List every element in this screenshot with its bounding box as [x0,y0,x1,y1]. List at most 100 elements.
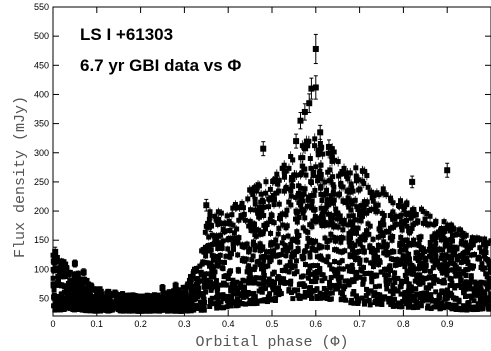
data-point [218,210,224,216]
data-point [387,225,393,231]
data-point [259,264,265,270]
data-point [285,233,291,239]
data-point [433,221,439,227]
data-point [440,247,446,253]
data-point [281,276,287,282]
data-point [243,293,249,299]
data-point [335,224,341,230]
data-point [244,269,250,275]
data-point [390,200,396,206]
data-point [338,183,344,189]
data-point [276,285,282,291]
data-point [279,268,285,274]
data-point [388,195,394,201]
data-point [290,183,296,189]
data-point [300,256,306,262]
data-point [376,283,382,289]
data-point [209,252,215,258]
data-point [315,178,321,184]
data-point [104,300,110,306]
data-point [190,304,196,310]
data-point [128,307,134,313]
data-point [368,189,374,195]
data-point [261,270,267,276]
data-point [415,257,421,263]
data-point [247,297,253,303]
data-point [272,298,278,304]
data-point [286,165,292,171]
data-point [354,269,360,275]
data-point [335,210,341,216]
data-point [330,182,336,188]
data-point [349,262,355,268]
data-point [313,164,319,170]
data-point [212,213,218,219]
data-point [214,294,220,300]
data-point [448,222,454,228]
data-point [220,292,226,298]
data-point [234,296,240,302]
data-point [312,270,318,276]
data-point [372,300,378,306]
data-point [247,218,253,224]
data-point [301,144,307,150]
data-point [329,146,335,152]
data-point [341,221,347,227]
data-point [267,216,273,222]
data-point [62,298,68,304]
data-point [438,255,444,261]
data-point [276,201,282,207]
data-point [248,227,254,233]
data-point [250,253,256,259]
data-point [380,296,386,302]
data-point [298,185,304,191]
data-point [324,259,330,265]
data-point [428,295,434,301]
data-point [71,285,77,291]
data-point [349,277,355,283]
data-point [251,301,257,307]
data-point [461,303,467,309]
data-point [418,206,424,212]
data-point [294,229,300,235]
data-point [294,269,300,275]
data-point [431,277,437,283]
data-point [50,283,56,289]
data-point [371,259,377,265]
data-point [65,298,71,304]
data-point [358,234,364,240]
data-point [336,281,342,287]
data-point [379,302,385,308]
data-point [335,248,341,254]
data-point [488,238,491,244]
data-point [397,284,403,290]
data-point [97,305,103,311]
data-point [433,254,439,260]
data-point [213,233,219,239]
data-point [460,250,466,256]
data-point [336,173,342,179]
data-point [353,173,359,179]
data-point [73,300,79,306]
data-point [61,267,67,273]
data-point [474,285,480,291]
data-point [286,199,292,205]
data-point [427,213,433,219]
data-point [468,276,474,282]
data-point [369,206,375,212]
data-point [217,259,223,265]
data-point [222,228,228,234]
data-point [395,275,401,281]
data-point [471,298,477,304]
data-point [421,290,427,296]
data-point [100,307,106,313]
data-point [329,290,335,296]
data-point [468,252,474,258]
data-point [101,303,107,309]
data-point [277,213,283,219]
data-point [480,306,486,312]
data-point [427,240,433,246]
data-point [283,253,289,259]
data-point [348,207,354,213]
data-point [283,186,289,192]
